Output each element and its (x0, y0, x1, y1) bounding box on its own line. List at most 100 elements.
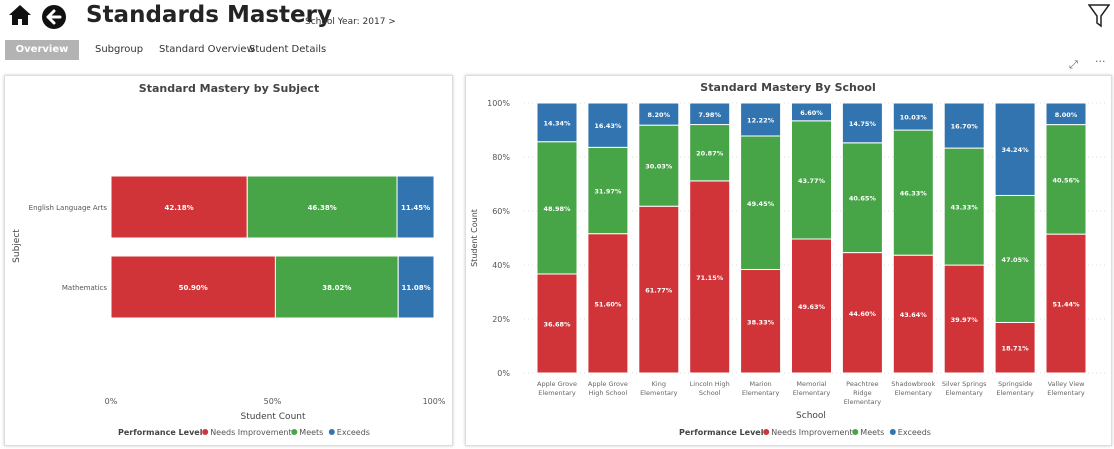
data-label: 39.97% (951, 316, 979, 324)
bar-segment (841, 102, 883, 144)
tab-student-details[interactable]: Student Details (249, 44, 327, 55)
tab-subgroup[interactable]: Subgroup (95, 44, 144, 55)
data-label: 43.33% (951, 204, 979, 212)
x-tick-label: Lincoln High School (690, 380, 730, 397)
x-tick-label: Springside Elementary (996, 380, 1034, 397)
bar-segment (943, 102, 985, 149)
bar-segment (943, 147, 985, 266)
bar-segment (740, 135, 782, 271)
home-icon[interactable] (8, 4, 32, 30)
data-label: 14.75% (849, 120, 877, 128)
data-label: 11.08% (402, 284, 431, 292)
bar-segment (791, 238, 832, 374)
legend-item: Meets (860, 428, 884, 437)
legend-item: Exceeds (898, 428, 931, 437)
school-chart-panel: Standard Mastery By School 0% 20% 40% 60% 80%… (465, 75, 1112, 446)
more-options-icon[interactable]: ··· (1095, 55, 1106, 68)
bar-segment (536, 273, 578, 374)
data-label: 46.33% (900, 190, 928, 198)
bar-segment (892, 129, 934, 256)
x-tick-label: Marion Elementary (742, 380, 780, 397)
y-tick-label: 0% (497, 369, 510, 378)
legend-title: Performance Level (118, 428, 203, 437)
back-arrow-icon[interactable] (42, 5, 66, 33)
legend-item: Exceeds (337, 428, 370, 437)
data-label: 6.60% (800, 109, 823, 117)
legend-marker (763, 429, 770, 435)
data-label: 71.15% (696, 274, 724, 282)
data-label: 51.60% (594, 300, 622, 308)
legend-marker (202, 429, 209, 435)
bar-segment (841, 142, 883, 254)
data-label: 48.98% (543, 205, 571, 213)
data-label: 43.64% (900, 311, 928, 319)
bar-segment (638, 205, 680, 374)
x-tick-label: Silver Springs Elementary (942, 380, 987, 397)
legend-marker (291, 429, 298, 435)
data-label: 44.60% (849, 310, 877, 318)
x-tick-label: Peachtree Ridge Elementary (844, 380, 882, 406)
bar-segment (397, 255, 435, 319)
legend-title: Performance Level (679, 428, 764, 437)
data-label: 38.33% (747, 318, 775, 326)
subject-chart: Standard Mastery by Subject English Langu… (12, 82, 446, 437)
bar-segment (1045, 102, 1087, 126)
bar-segment (689, 180, 731, 374)
data-label: 46.38% (308, 204, 337, 212)
tab-overview[interactable]: Overview (5, 40, 79, 60)
bar-segment (587, 233, 629, 374)
data-label: 16.43% (594, 122, 622, 130)
bar-segment (587, 102, 629, 148)
data-label: 31.97% (594, 188, 622, 196)
x-tick-label: King Elementary (640, 380, 678, 397)
bar-segment (740, 269, 782, 374)
bar-segment (396, 175, 435, 239)
bar-segment (994, 102, 1036, 196)
legend-item: Needs Improvement (771, 428, 852, 437)
x-tick-label: Memorial Elementary (793, 380, 831, 397)
bar-segment (689, 102, 731, 126)
legend-marker (852, 429, 859, 435)
x-tick-label: 100% (423, 397, 446, 406)
data-label: 7.98% (698, 111, 721, 119)
bar-segment (536, 102, 578, 143)
data-label: 18.71% (1002, 345, 1030, 353)
data-label: 34.24% (1002, 146, 1030, 154)
y-tick-label: 60% (492, 207, 510, 216)
data-label: 38.02% (322, 284, 351, 292)
bar-segment (246, 175, 398, 239)
y-tick-label: 40% (492, 261, 510, 270)
bar-segment (943, 264, 985, 374)
x-tick-label: Valley View Elementary (1047, 380, 1085, 397)
bar-segment (740, 102, 782, 137)
focus-mode-icon[interactable]: ⤢ (1069, 58, 1078, 71)
data-label: 10.03% (900, 114, 928, 122)
y-tick-label: 20% (492, 315, 510, 324)
data-label: 20.87% (696, 150, 724, 158)
x-tick-label: 50% (264, 397, 282, 406)
data-label: 50.90% (179, 284, 208, 292)
school-year-filter[interactable]: School Year: 2017 > (305, 17, 396, 27)
data-label: 49.63% (798, 303, 826, 311)
x-axis-label: Student Count (240, 412, 305, 422)
data-label: 51.44% (1052, 301, 1080, 309)
tab-standard-overview[interactable]: Standard Overview (159, 44, 255, 55)
bar-segment (994, 194, 1036, 323)
data-label: 30.03% (645, 163, 673, 171)
bar-segment (791, 102, 832, 122)
data-label: 8.00% (1055, 111, 1078, 119)
chart-title: Standard Mastery by Subject (139, 82, 319, 95)
legend-item: Needs Improvement (210, 428, 291, 437)
data-label: 8.20% (648, 111, 671, 119)
data-label: 42.18% (165, 204, 194, 212)
y-tick-label: 80% (492, 153, 510, 162)
x-tick-label: 0% (105, 397, 118, 406)
x-tick-label: Apple Grove High School (588, 380, 628, 397)
bar-segment (638, 124, 680, 207)
filter-icon[interactable] (1087, 4, 1111, 32)
data-label: 40.56% (1052, 176, 1080, 184)
subject-chart-panel: Standard Mastery by Subject English Langu… (4, 75, 453, 446)
legend-marker (889, 429, 896, 435)
school-chart: Standard Mastery By School 0% 20% 40% 60% 80%… (470, 81, 1106, 437)
bar-segment (689, 124, 731, 182)
